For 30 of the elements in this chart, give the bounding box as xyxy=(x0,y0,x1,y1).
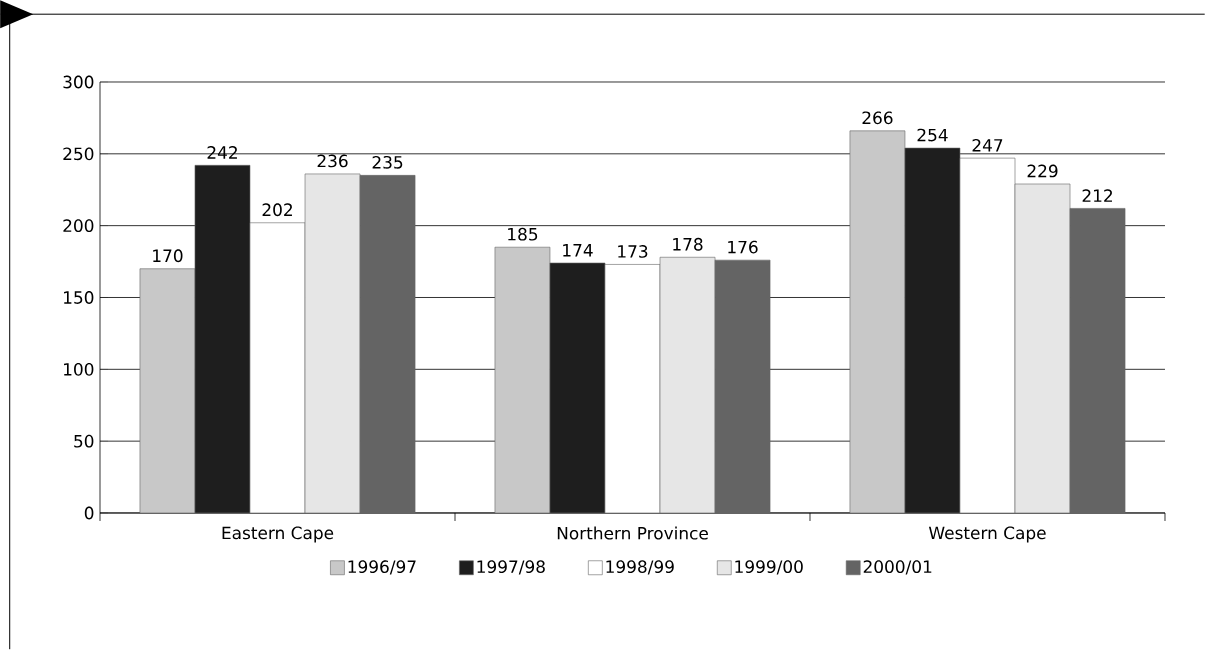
y-tick-label: 100 xyxy=(64,362,94,376)
data-label: 242 xyxy=(207,146,237,159)
data-label: 174 xyxy=(563,244,593,257)
data-label: 266 xyxy=(862,111,893,125)
data-label: 236 xyxy=(317,154,348,168)
data-label: 178 xyxy=(673,237,703,251)
data-label: 170 xyxy=(153,249,183,263)
data-label: 173 xyxy=(618,245,648,258)
x-tick-label: Western Cape xyxy=(928,526,1046,543)
legend-label: 1999/00 xyxy=(735,560,803,575)
data-label: 254 xyxy=(917,128,948,142)
y-tick-label: 300 xyxy=(63,75,94,89)
data-label: 212 xyxy=(1082,189,1112,202)
data-label: 176 xyxy=(728,240,758,254)
y-tick-label: 200 xyxy=(63,219,94,233)
y-tick-label: 0 xyxy=(84,506,94,520)
legend-label: 1998/99 xyxy=(606,560,674,575)
data-label: 229 xyxy=(1027,164,1058,178)
y-tick-label: 150 xyxy=(64,291,94,304)
data-label: 235 xyxy=(372,155,403,169)
data-label: 202 xyxy=(262,203,292,217)
legend-label: 1997/98 xyxy=(477,560,545,575)
legend-label: 2000/01 xyxy=(863,560,932,575)
x-tick-label: Northern Province xyxy=(557,526,708,540)
y-tick-label: 50 xyxy=(74,434,94,448)
data-label: 185 xyxy=(508,227,538,241)
y-tick-label: 250 xyxy=(63,147,94,161)
data-label: 247 xyxy=(972,138,1003,152)
x-tick-label: Eastern Cape xyxy=(222,526,334,543)
legend-label: 1996/97 xyxy=(348,560,416,575)
